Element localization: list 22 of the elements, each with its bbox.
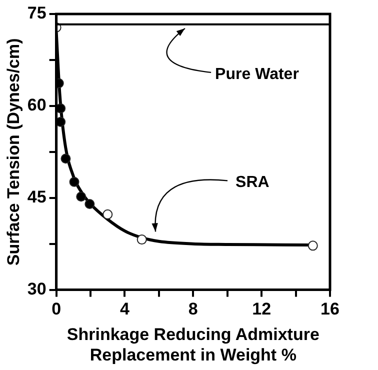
x-tick-label: 4 — [120, 300, 130, 319]
point — [102, 209, 113, 220]
annotation: SRA — [236, 174, 270, 192]
point — [60, 154, 71, 164]
x-tick-label: 8 — [188, 300, 198, 319]
point — [76, 192, 86, 202]
x-tick-label: 16 — [320, 300, 340, 319]
point — [56, 103, 66, 114]
point — [69, 176, 80, 187]
y-tick-label: 45 — [27, 188, 46, 207]
point — [308, 240, 318, 251]
y-tick-label: 60 — [27, 96, 46, 115]
y-axis-title: Surface Tension (Dynes/cm) — [4, 38, 23, 266]
point — [56, 116, 66, 127]
point — [136, 234, 147, 245]
x-tick-label: 0 — [52, 300, 62, 319]
x-axis-title: Shrinkage Reducing Admixture Replacement in Weight % — [66, 325, 320, 364]
ref-line-label: Pure Water — [215, 66, 299, 83]
y-tick-label: 30 — [27, 279, 46, 298]
x-tick-label: 12 — [252, 300, 272, 319]
point — [84, 198, 95, 209]
y-tick-label: 75 — [27, 4, 46, 23]
